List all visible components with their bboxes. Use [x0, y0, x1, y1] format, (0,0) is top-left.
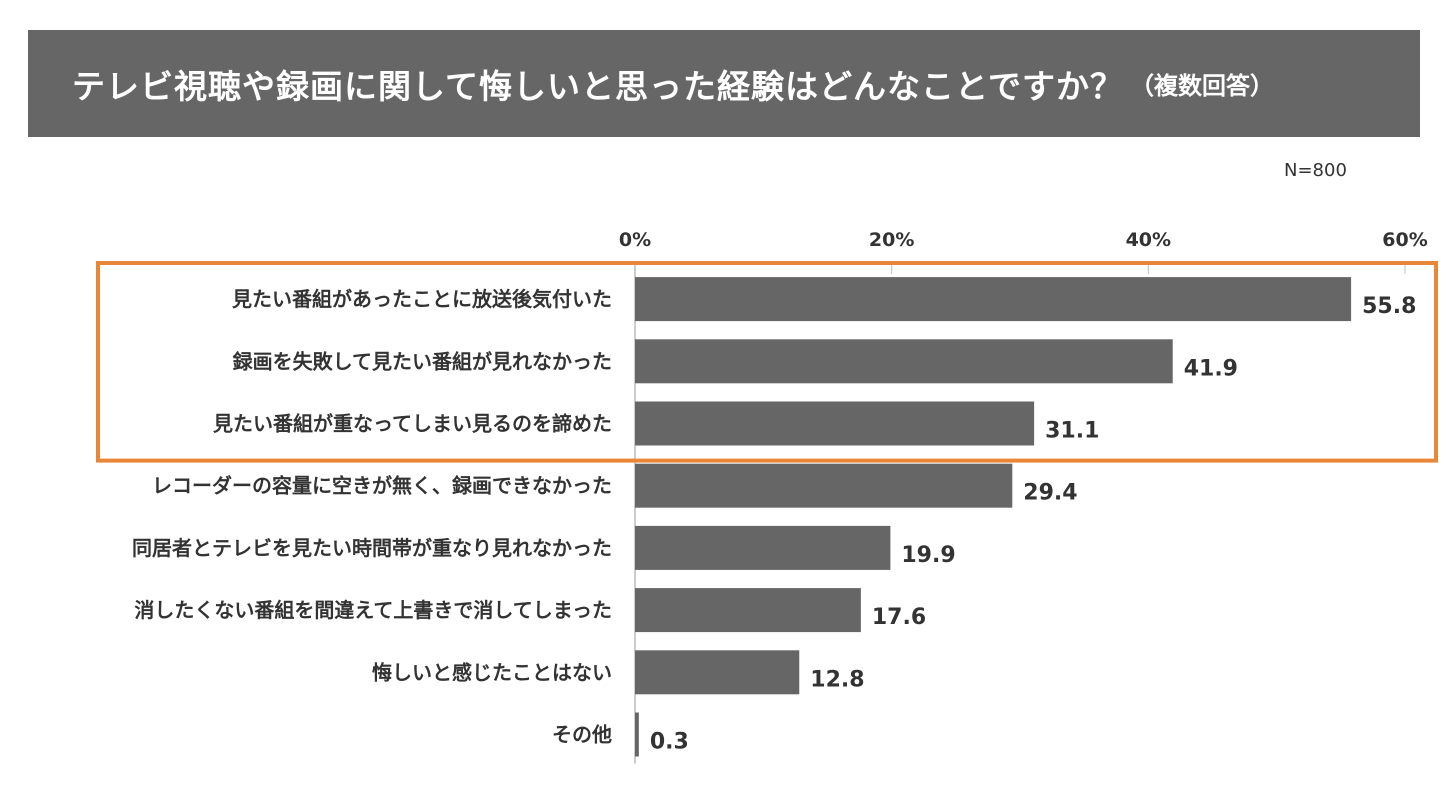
data-label: 0.3: [650, 730, 689, 755]
bar: [635, 339, 1173, 384]
category-label: 見たい番組があったことに放送後気付いた: [232, 287, 612, 311]
x-tick-label: 20%: [869, 229, 914, 251]
category-label: その他: [552, 723, 612, 747]
bar: [635, 588, 861, 633]
category-label: 同居者とテレビを見たい時間帯が重なり見れなかった: [132, 536, 612, 560]
category-label: 録画を失敗して見たい番組が見れなかった: [233, 349, 612, 373]
bar: [635, 712, 639, 757]
x-tick-label: 0%: [619, 229, 651, 251]
title-bar: テレビ視聴や録画に関して悔しいと思った経験はどんなことですか？ （複数回答）: [28, 30, 1420, 137]
highlight-box: [96, 261, 1438, 463]
bar: [635, 525, 891, 570]
x-tick-label: 60%: [1382, 229, 1427, 251]
bar: [635, 650, 800, 695]
chart-title: テレビ視聴や録画に関して悔しいと思った経験はどんなことですか？: [72, 66, 1125, 106]
data-label: 29.4: [1023, 481, 1077, 506]
bar: [635, 401, 1035, 446]
data-label: 12.8: [810, 667, 864, 692]
data-label: 19.9: [901, 543, 955, 568]
data-label: 31.1: [1045, 419, 1099, 444]
x-tick-label: 40%: [1126, 229, 1171, 251]
category-label: 悔しいと感じたことはない: [372, 660, 612, 684]
data-label: 41.9: [1184, 356, 1238, 381]
bar: [635, 463, 1013, 508]
data-label: 55.8: [1362, 294, 1416, 319]
category-label: 見たい番組が重なってしまい見るのを諦めた: [213, 412, 612, 436]
bar: [635, 277, 1352, 322]
data-label: 17.6: [872, 605, 926, 630]
category-label: 消したくない番組を間違えて上書きで消してしまった: [134, 598, 612, 622]
category-label: レコーダーの容量に空きが無く、録画できなかった: [152, 474, 612, 498]
sample-size-label: N=800: [1284, 160, 1347, 181]
chart-subtitle: （複数回答）: [1130, 72, 1275, 100]
